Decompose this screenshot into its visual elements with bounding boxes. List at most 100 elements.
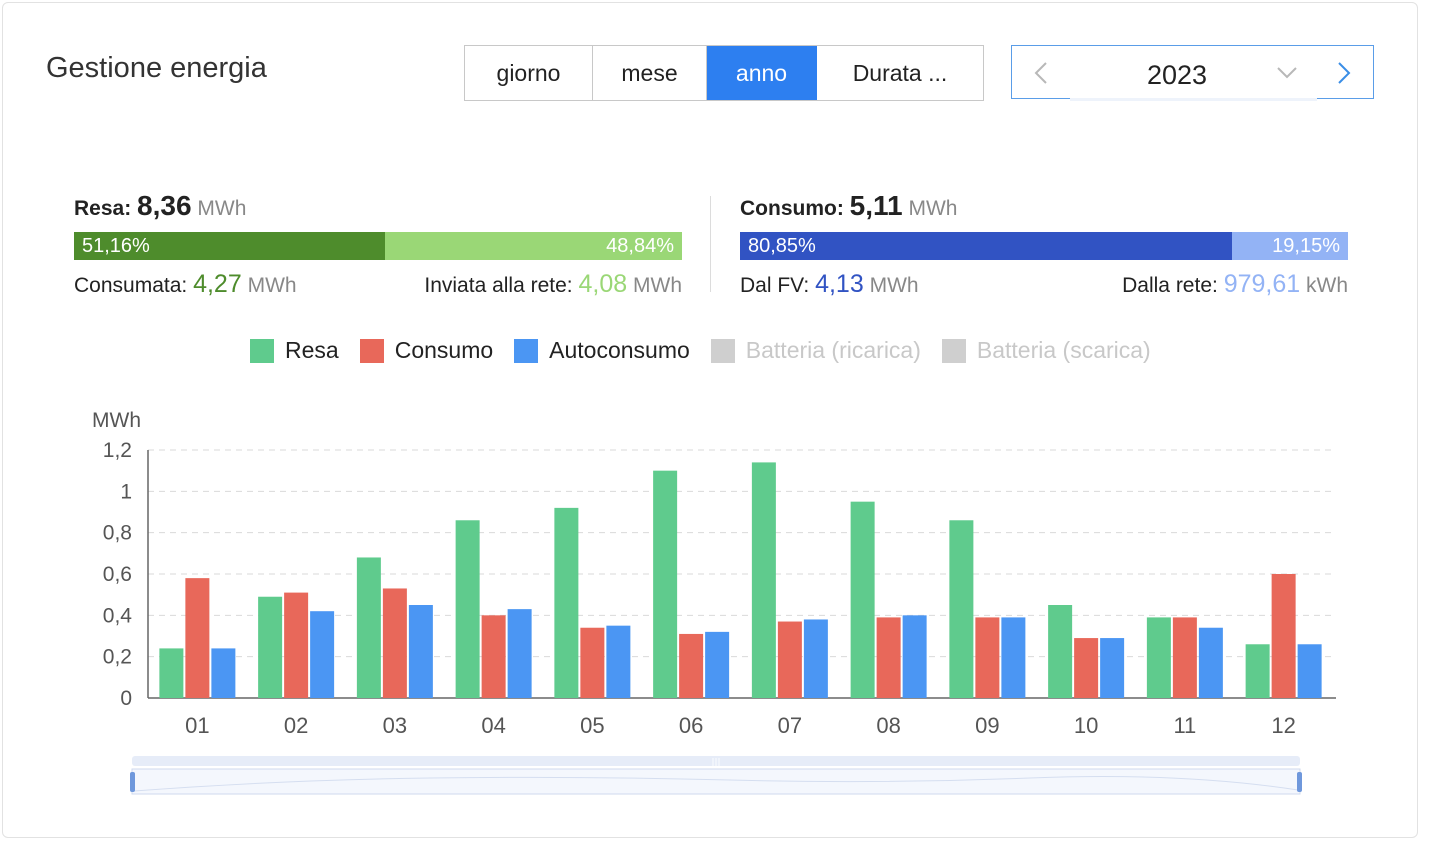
summary-divider xyxy=(710,196,711,292)
bar-autoconsumo-03[interactable] xyxy=(408,605,433,698)
legend-item-battery-charge[interactable]: Batteria (ricarica) xyxy=(710,337,921,364)
production-unit: MWh xyxy=(197,197,247,220)
bar-consumo-11[interactable] xyxy=(1172,617,1197,698)
bar-resa-08[interactable] xyxy=(850,501,875,698)
monthly-energy-bar-chart: MWh 0 0,2 0,4 0,6 0,8 1 1,2 01 02 03 04 05 06 07 08 09 10… xyxy=(92,409,1336,738)
bar-autoconsumo-05[interactable] xyxy=(606,625,631,698)
from-grid-stat: Dalla rete: 979,61 kWh xyxy=(1122,270,1348,299)
bar-autoconsumo-11[interactable] xyxy=(1198,627,1223,698)
slider-left-handle[interactable] xyxy=(130,772,135,792)
legend-label: Batteria (scarica) xyxy=(976,337,1151,363)
page-title: Gestione energia xyxy=(46,52,267,84)
bar-autoconsumo-06[interactable] xyxy=(705,631,730,698)
tab-day[interactable]: giorno xyxy=(465,46,593,100)
from-grid-unit: kWh xyxy=(1306,274,1348,297)
bar-consumo-01[interactable] xyxy=(185,578,210,698)
consumption-label: Consumo: xyxy=(740,197,844,220)
bar-consumo-08[interactable] xyxy=(876,617,901,698)
from-pv-unit: MWh xyxy=(869,274,919,297)
bar-consumo-03[interactable] xyxy=(382,588,407,698)
x-tick-label: 11 xyxy=(1173,713,1196,738)
consumption-value: 5,11 xyxy=(849,190,903,221)
bar-resa-05[interactable] xyxy=(554,507,579,698)
data-zoom-slider[interactable]: ||| xyxy=(130,756,1302,796)
chevron-down-icon[interactable] xyxy=(1274,60,1300,86)
y-tick-label: 0,8 xyxy=(103,522,132,545)
slider-right-handle[interactable] xyxy=(1297,772,1302,792)
tab-lifetime[interactable]: Durata ... xyxy=(817,46,983,100)
bar-resa-01[interactable] xyxy=(159,648,184,698)
legend-item-battery-discharge[interactable]: Batteria (scarica) xyxy=(941,337,1151,364)
from-pv-stat: Dal FV: 4,13 MWh xyxy=(740,270,919,299)
bar-autoconsumo-10[interactable] xyxy=(1100,638,1125,698)
from-pv-label: Dal FV: xyxy=(740,274,810,297)
bar-resa-12[interactable] xyxy=(1245,644,1270,698)
bar-resa-02[interactable] xyxy=(258,596,283,698)
bar-resa-10[interactable] xyxy=(1048,605,1073,698)
tab-month[interactable]: mese xyxy=(593,46,707,100)
bar-autoconsumo-08[interactable] xyxy=(902,615,927,698)
grid-export-value: 4,08 xyxy=(578,270,628,298)
x-tick-label: 05 xyxy=(580,713,604,738)
slider-top-track xyxy=(132,756,1300,766)
year-picker[interactable]: 2023 xyxy=(1011,45,1374,101)
y-tick-label: 1,2 xyxy=(103,439,132,462)
production-value: 8,36 xyxy=(137,190,192,221)
previous-year-button[interactable] xyxy=(1016,46,1066,100)
bar-autoconsumo-12[interactable] xyxy=(1297,644,1322,698)
x-tick-label: 01 xyxy=(185,713,209,738)
legend-swatch xyxy=(941,338,966,363)
bar-autoconsumo-07[interactable] xyxy=(803,619,828,698)
x-tick-label: 02 xyxy=(284,713,308,738)
grid-export-unit: MWh xyxy=(633,274,682,297)
bar-consumo-06[interactable] xyxy=(679,633,704,698)
consumption-ratio-bar: 80,85% 19,15% xyxy=(740,232,1348,260)
bar-resa-04[interactable] xyxy=(455,520,480,698)
slider-grip-icon[interactable]: ||| xyxy=(711,758,720,768)
bar-consumo-05[interactable] xyxy=(580,627,605,698)
from-pv-share: 80,85% xyxy=(740,232,1232,260)
consumption-summary: Consumo: 5,11 MWh 80,85% 19,15% Dal FV: … xyxy=(740,190,1348,298)
bar-consumo-12[interactable] xyxy=(1271,574,1296,698)
bar-autoconsumo-02[interactable] xyxy=(310,611,335,698)
legend-item-resa[interactable]: Resa xyxy=(250,337,339,364)
bar-autoconsumo-04[interactable] xyxy=(507,609,532,698)
legend-item-consumo[interactable]: Consumo xyxy=(359,337,494,364)
chevron-left-icon xyxy=(1034,62,1047,84)
y-axis-unit: MWh xyxy=(92,409,141,432)
bar-resa-03[interactable] xyxy=(356,557,381,698)
from-grid-label: Dalla rete: xyxy=(1122,274,1218,297)
y-tick-label: 0 xyxy=(120,687,132,710)
bar-autoconsumo-09[interactable] xyxy=(1001,617,1026,698)
legend-label: Batteria (ricarica) xyxy=(745,337,921,363)
bar-resa-11[interactable] xyxy=(1146,617,1171,698)
legend-label: Consumo xyxy=(394,337,494,363)
self-consumed-value: 4,27 xyxy=(193,270,242,298)
x-tick-label: 07 xyxy=(778,713,802,738)
bar-autoconsumo-01[interactable] xyxy=(211,648,236,698)
bar-consumo-10[interactable] xyxy=(1074,638,1099,698)
bar-consumo-07[interactable] xyxy=(777,621,802,698)
bar-resa-09[interactable] xyxy=(949,520,974,698)
bar-resa-06[interactable] xyxy=(653,470,678,698)
legend-swatch xyxy=(514,338,539,363)
x-tick-label: 12 xyxy=(1271,713,1295,738)
next-year-button[interactable] xyxy=(1319,46,1369,100)
period-tabs: giorno mese anno Durata ... xyxy=(464,45,984,101)
bar-consumo-09[interactable] xyxy=(975,617,1000,698)
production-ratio-bar: 51,16% 48,84% xyxy=(74,232,682,260)
legend-item-autoconsumo[interactable]: Autoconsumo xyxy=(514,337,690,364)
x-tick-label: 09 xyxy=(975,713,999,738)
bar-consumo-02[interactable] xyxy=(284,592,309,698)
chevron-right-icon xyxy=(1338,62,1351,84)
legend-label: Resa xyxy=(285,337,339,363)
grid-export-label: Inviata alla rete: xyxy=(424,274,573,297)
slider-preview-line xyxy=(133,776,1299,792)
bar-consumo-04[interactable] xyxy=(481,615,506,698)
tab-year[interactable]: anno xyxy=(707,46,817,100)
legend-label: Autoconsumo xyxy=(549,337,690,363)
grid-export-share: 48,84% xyxy=(385,232,682,260)
bar-resa-07[interactable] xyxy=(751,462,776,698)
x-tick-label: 03 xyxy=(383,713,407,738)
self-consumed-stat: Consumata: 4,27 MWh xyxy=(74,270,297,299)
